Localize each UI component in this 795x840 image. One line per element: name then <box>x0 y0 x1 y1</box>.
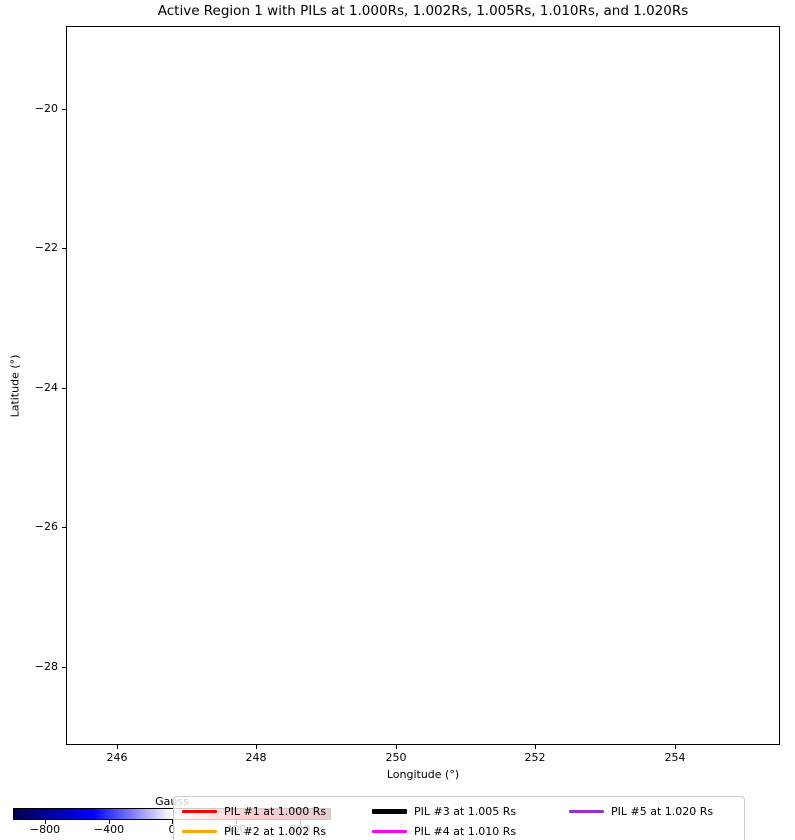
legend-item-label: PIL #4 at 1.010 Rs <box>414 824 517 838</box>
legend-item-label: PIL #2 at 1.002 Rs <box>224 824 327 838</box>
x-tick-label: 246 <box>106 751 128 764</box>
plot-area <box>66 26 780 745</box>
legend-item: PIL #1 at 1.000 Rs <box>182 804 326 818</box>
legend-line-swatch <box>182 829 217 833</box>
y-tick-mark <box>62 527 66 528</box>
y-tick-mark <box>62 108 66 110</box>
colorbar-tick-label: −400 <box>93 823 125 836</box>
colorbar-tick-label: −800 <box>29 823 61 836</box>
x-tick-mark <box>535 745 536 749</box>
x-axis-label: Longitude (°) <box>386 768 460 781</box>
legend-item: PIL #2 at 1.002 Rs <box>182 824 326 838</box>
y-tick-label: −22 <box>34 241 58 254</box>
y-tick-mark <box>62 248 66 249</box>
x-tick-label: 252 <box>524 751 546 764</box>
colorbar-tick-label: 0 <box>168 823 176 836</box>
legend-item: PIL #3 at 1.005 Rs <box>372 804 516 818</box>
legend-item: PIL #5 at 1.020 Rs <box>569 804 713 818</box>
y-tick-label: −20 <box>34 102 58 115</box>
x-tick-mark <box>395 745 397 749</box>
legend-item-label: PIL #3 at 1.005 Rs <box>414 804 517 818</box>
plot-title: Active Region 1 with PILs at 1.000Rs, 1.… <box>157 3 689 19</box>
x-tick-mark <box>256 745 257 749</box>
legend-line-swatch <box>569 809 604 813</box>
colorbar-tick-mark <box>172 820 173 824</box>
y-tick-mark <box>62 666 66 668</box>
x-tick-mark <box>674 745 676 749</box>
colorbar-tick-mark <box>109 820 110 824</box>
legend-item: PIL #4 at 1.010 Rs <box>372 824 516 838</box>
legend-item-label: PIL #5 at 1.020 Rs <box>611 804 714 818</box>
y-tick-label: −26 <box>34 520 58 533</box>
x-tick-mark <box>116 745 118 749</box>
x-tick-label: 248 <box>245 751 267 764</box>
legend-line-swatch <box>372 808 407 814</box>
y-tick-mark <box>62 387 66 389</box>
y-tick-label: −24 <box>34 381 58 394</box>
y-tick-label: −28 <box>34 660 58 673</box>
legend-item-label: PIL #1 at 1.000 Rs <box>224 804 327 818</box>
x-tick-label: 250 <box>385 751 407 764</box>
legend-line-swatch <box>372 829 407 833</box>
legend: PIL #1 at 1.000 Rs PIL #2 at 1.002 Rs PI… <box>173 796 745 840</box>
x-tick-label: 254 <box>664 751 686 764</box>
y-axis-label: Latitude (°) <box>8 354 22 418</box>
legend-line-swatch <box>182 809 217 813</box>
colorbar-tick-mark <box>45 820 46 824</box>
